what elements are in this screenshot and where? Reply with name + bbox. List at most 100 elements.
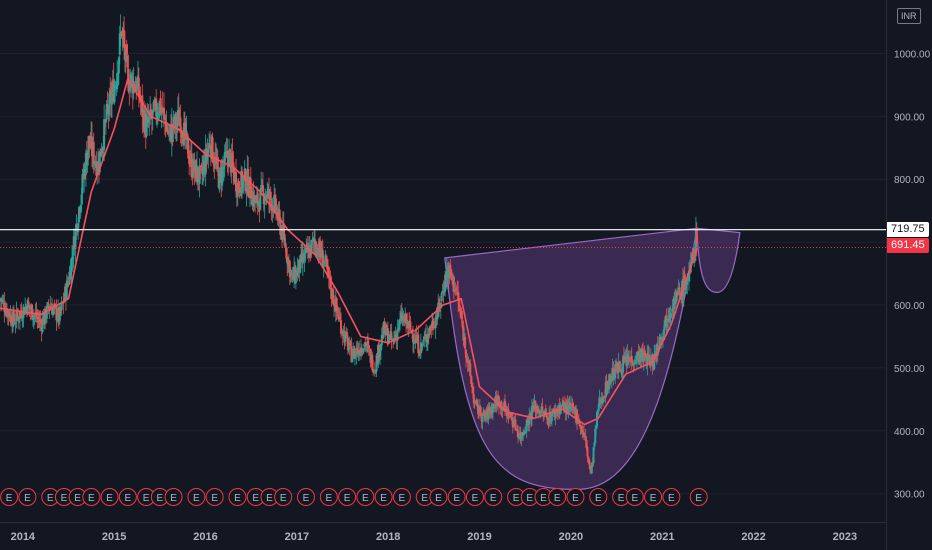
horizontal-lines[interactable] (0, 229, 886, 249)
earnings-event-marker[interactable]: E (260, 488, 279, 506)
earnings-event-marker[interactable]: E (566, 488, 585, 506)
candle-body (691, 253, 694, 257)
earnings-event-marker[interactable]: E (54, 488, 73, 506)
candle-body (695, 229, 698, 244)
candle-body (405, 313, 408, 325)
earnings-event-marker[interactable]: E (338, 488, 357, 506)
earnings-event-label: E (344, 493, 351, 504)
earnings-event-marker[interactable]: E (228, 488, 247, 506)
currency-label[interactable]: INR (897, 8, 921, 24)
earnings-event-circle (205, 488, 224, 506)
candle-body (429, 326, 432, 330)
candle-body (524, 431, 527, 433)
earnings-event-label: E (618, 493, 625, 504)
candle-body (458, 305, 461, 311)
earnings-event-marker[interactable]: E (447, 488, 466, 506)
candle-body (70, 259, 73, 280)
earnings-event-label: E (88, 493, 95, 504)
earnings-event-marker[interactable]: E (274, 488, 293, 506)
candle-body (614, 364, 617, 379)
earnings-event-marker[interactable]: E (392, 488, 411, 506)
candle-body (517, 430, 520, 438)
candle-body (559, 407, 562, 414)
earnings-event-circle (662, 488, 681, 506)
earnings-event-marker[interactable]: E (164, 488, 183, 506)
earnings-event-marker[interactable]: E (118, 488, 137, 506)
candle-body (353, 351, 356, 360)
earnings-event-label: E (74, 493, 81, 504)
candle-body (516, 428, 519, 431)
candle-body (472, 394, 475, 403)
candle-body (536, 406, 539, 410)
earnings-event-marker[interactable]: E (0, 488, 19, 506)
candle-body (180, 130, 183, 132)
earnings-event-marker[interactable]: E (319, 488, 338, 506)
candle-body (529, 413, 532, 416)
candle-body (206, 152, 209, 161)
candle-body (44, 317, 47, 320)
earnings-event-label: E (513, 493, 520, 504)
candle-body (380, 334, 383, 346)
candle-body (170, 123, 173, 142)
candle-body (470, 375, 473, 384)
price-axis[interactable]: 300.00400.00500.00600.00700.00800.00900.… (894, 49, 931, 500)
candle-body (235, 171, 238, 192)
earnings-event-label: E (399, 493, 406, 504)
candle-body (101, 147, 104, 154)
candle-body (690, 254, 693, 266)
candle-body (263, 197, 266, 206)
earnings-event-marker[interactable]: E (689, 488, 708, 506)
candle-body (590, 462, 593, 474)
candle-body (71, 256, 74, 260)
earnings-event-marker[interactable]: E (100, 488, 119, 506)
earnings-event-marker[interactable]: E (644, 488, 663, 506)
candle-body (371, 354, 374, 370)
earnings-event-label: E (106, 493, 113, 504)
candle-body (602, 398, 605, 403)
candle-body (483, 410, 486, 416)
candle-body (349, 341, 352, 345)
candle-body (603, 396, 606, 398)
cup-and-handle-pattern[interactable] (444, 227, 741, 490)
candle-body (187, 137, 190, 159)
candle-body (321, 250, 324, 267)
earnings-event-marker[interactable]: E (82, 488, 101, 506)
x-tick-label: 2022 (741, 531, 765, 543)
earnings-event-circle (296, 488, 315, 506)
candle-body (92, 141, 95, 165)
earnings-event-marker[interactable]: E (548, 488, 567, 506)
candle-body (326, 259, 329, 270)
candle-body (33, 314, 36, 316)
x-tick-label: 2015 (102, 531, 126, 543)
earnings-event-marker[interactable]: E (429, 488, 448, 506)
candle-body (678, 287, 681, 296)
earnings-event-marker[interactable]: E (484, 488, 503, 506)
earnings-event-marker[interactable]: E (356, 488, 375, 506)
earnings-event-marker[interactable]: E (589, 488, 608, 506)
earnings-event-label: E (61, 493, 68, 504)
earnings-event-marker[interactable]: E (187, 488, 206, 506)
candle-body (634, 361, 637, 364)
moving-average-series (0, 77, 698, 426)
candle-body (585, 440, 588, 449)
earnings-event-marker[interactable]: E (625, 488, 644, 506)
earnings-event-circle (484, 488, 503, 506)
earnings-event-marker[interactable]: E (465, 488, 484, 506)
earnings-event-marker[interactable]: E (296, 488, 315, 506)
candle-body (242, 175, 245, 182)
candle-body (100, 153, 103, 156)
candle-body (582, 432, 585, 436)
earnings-event-circle (164, 488, 183, 506)
time-axis[interactable]: 2014 2015 2016 2017 2018 2019 2020 2021 2022 2023 (11, 531, 858, 543)
candle-body (543, 411, 546, 413)
earnings-event-marker[interactable]: E (205, 488, 224, 506)
earnings-event-label: E (193, 493, 200, 504)
candle-body (423, 336, 426, 340)
earnings-event-marker[interactable]: E (374, 488, 393, 506)
candle-body (21, 319, 24, 321)
earnings-event-marker[interactable]: E (18, 488, 37, 506)
candle-body (560, 406, 563, 408)
earnings-event-marker[interactable]: E (662, 488, 681, 506)
